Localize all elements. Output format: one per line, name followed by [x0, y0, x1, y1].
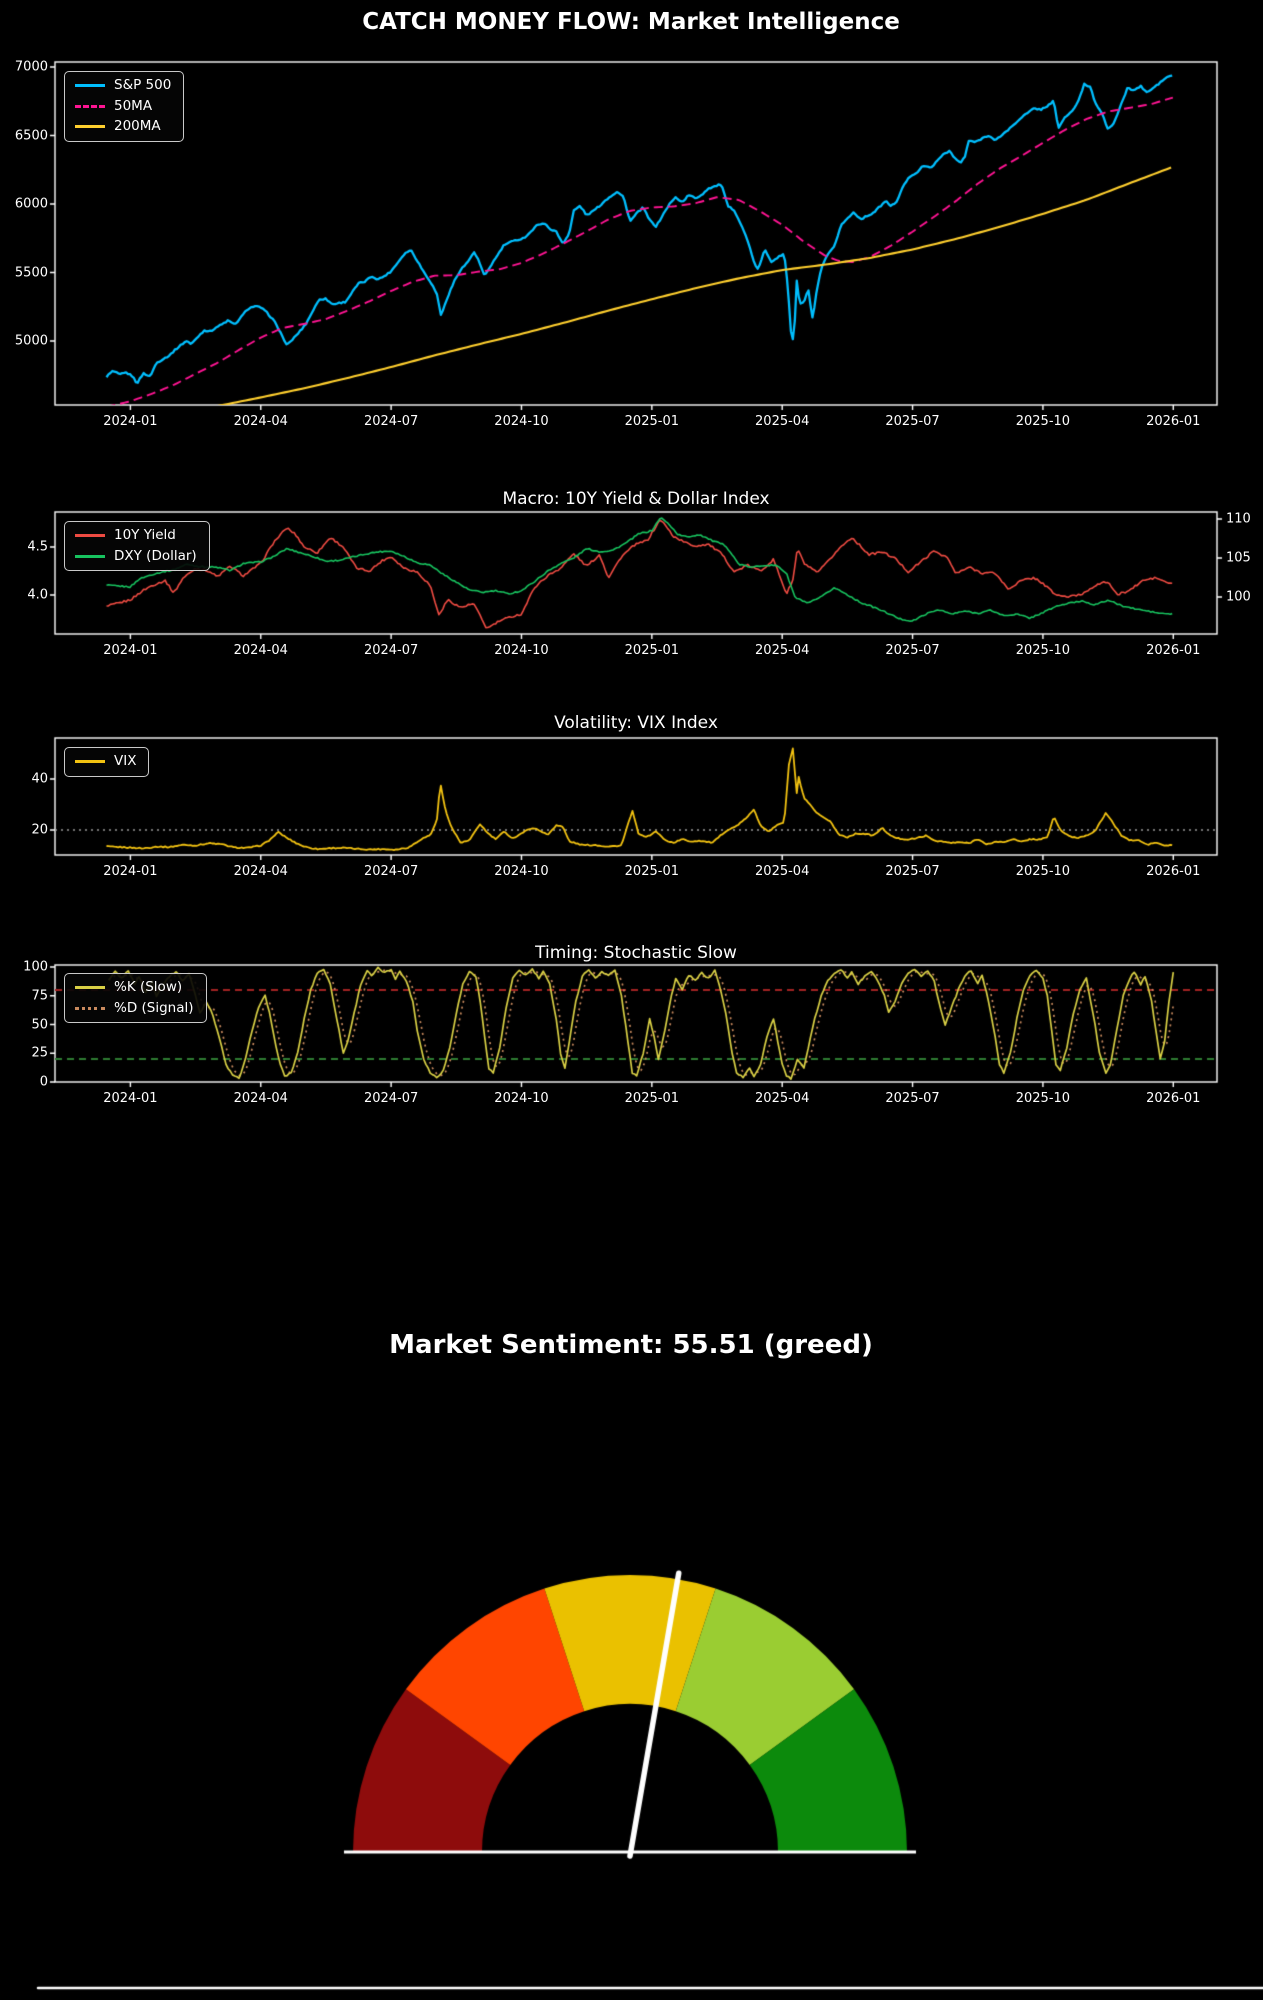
y-tick-label: 75: [31, 988, 48, 1004]
y-tick-label: 100: [23, 959, 48, 975]
legend-line-swatch: [75, 125, 105, 129]
legend-label: %K (Slow): [114, 979, 183, 995]
legend-item: DXY (Dollar): [75, 547, 197, 564]
x-tick-label: 2025-01: [624, 1091, 679, 1106]
x-tick-label: 2024-10: [494, 414, 549, 429]
legend-item: 200MA: [75, 118, 171, 134]
page-title: CATCH MONEY FLOW: Market Intelligence: [362, 9, 900, 35]
legend-item: S&P 500: [75, 77, 172, 93]
x-tick-label: 2024-10: [494, 1091, 549, 1106]
x-tick-label: 2026-01: [1146, 414, 1201, 429]
x-tick-label: 2025-10: [1015, 1091, 1071, 1106]
y-tick-label: 20: [31, 822, 48, 838]
legend-label: %D (Signal): [114, 999, 194, 1016]
y-tick-label: 6500: [14, 128, 48, 143]
x-tick-label: 2024-01: [103, 643, 158, 658]
macro-chart-legend: 10Y Yield DXY (Dollar): [64, 521, 210, 571]
y-tick-label: 105: [1226, 550, 1251, 566]
x-tick-label: 2025-01: [624, 864, 679, 879]
stochastic-chart-title: Timing: Stochastic Slow: [535, 943, 737, 963]
y-tick-label: 25: [31, 1045, 48, 1061]
x-tick-label: 2025-01: [624, 414, 679, 429]
x-tick-label: 2024-10: [494, 864, 549, 879]
x-tick-label: 2024-04: [233, 643, 288, 658]
x-tick-label: 2025-07: [885, 864, 940, 879]
x-tick-label: 2024-07: [363, 864, 419, 879]
legend-label: VIX: [114, 753, 137, 769]
legend-label: DXY (Dollar): [114, 547, 197, 564]
x-tick-label: 2026-01: [1146, 864, 1201, 879]
legend-label: S&P 500: [114, 77, 172, 93]
x-tick-label: 2024-07: [363, 1091, 419, 1106]
y-tick-label: 6000: [14, 196, 48, 212]
y-tick-label: 7000: [14, 59, 48, 75]
x-tick-label: 2025-04: [755, 1091, 810, 1106]
legend-line-swatch: [75, 1006, 105, 1010]
x-tick-label: 2024-01: [103, 414, 158, 429]
legend-line-swatch: [75, 84, 105, 88]
x-tick-label: 2025-10: [1015, 414, 1071, 429]
x-tick-label: 2025-07: [885, 643, 940, 658]
x-tick-label: 2025-07: [885, 1091, 940, 1106]
x-tick-label: 2024-04: [233, 1091, 288, 1106]
x-tick-label: 2025-04: [755, 643, 810, 658]
legend-label: 10Y Yield: [114, 527, 176, 543]
x-tick-label: 2025-10: [1015, 643, 1071, 658]
x-tick-label: 2026-01: [1146, 643, 1201, 658]
x-tick-label: 2025-04: [755, 414, 810, 429]
x-tick-label: 2024-01: [103, 864, 158, 879]
y-tick-label: 4.0: [27, 587, 48, 603]
x-tick-label: 2024-07: [363, 643, 419, 658]
legend-line-swatch: [75, 760, 105, 764]
price-chart-legend: S&P 500 50MA 200MA: [64, 71, 185, 142]
x-tick-label: 2025-10: [1015, 864, 1071, 879]
x-tick-label: 2024-01: [103, 1091, 158, 1106]
y-tick-label: 40: [31, 771, 48, 787]
x-tick-label: 2026-01: [1146, 1091, 1201, 1106]
y-tick-label: 50: [31, 1017, 48, 1032]
stochastic-chart-legend: %K (Slow) %D (Signal): [64, 973, 207, 1023]
y-tick-label: 0: [39, 1074, 48, 1090]
legend-label: 200MA: [114, 118, 161, 134]
vix-chart-legend: VIX: [64, 747, 150, 777]
legend-item: 50MA: [75, 97, 171, 114]
x-tick-label: 2024-10: [494, 643, 549, 658]
x-tick-label: 2025-04: [755, 864, 810, 879]
y-tick-label: 110: [1226, 511, 1251, 527]
legend-line-swatch: [75, 104, 105, 108]
x-tick-label: 2024-04: [233, 864, 288, 879]
legend-label: 50MA: [114, 97, 153, 114]
legend-item: 10Y Yield: [75, 527, 197, 543]
legend-item: %D (Signal): [75, 999, 194, 1016]
y-tick-label: 100: [1226, 589, 1251, 605]
sentiment-title: Market Sentiment: 55.51 (greed): [389, 1330, 873, 1360]
x-tick-label: 2025-01: [624, 643, 679, 658]
legend-line-swatch: [75, 554, 105, 558]
vix-chart-title: Volatility: VIX Index: [554, 713, 718, 733]
y-tick-label: 4.5: [27, 539, 48, 555]
y-tick-label: 5500: [14, 265, 48, 280]
legend-line-swatch: [75, 986, 105, 990]
legend-line-swatch: [75, 534, 105, 538]
legend-item: VIX: [75, 753, 137, 769]
x-tick-label: 2024-07: [363, 414, 419, 429]
macro-chart-title: Macro: 10Y Yield & Dollar Index: [502, 489, 770, 509]
legend-item: %K (Slow): [75, 979, 194, 995]
x-tick-label: 2024-04: [233, 414, 288, 429]
x-tick-label: 2025-07: [885, 414, 940, 429]
y-tick-label: 5000: [14, 333, 48, 349]
